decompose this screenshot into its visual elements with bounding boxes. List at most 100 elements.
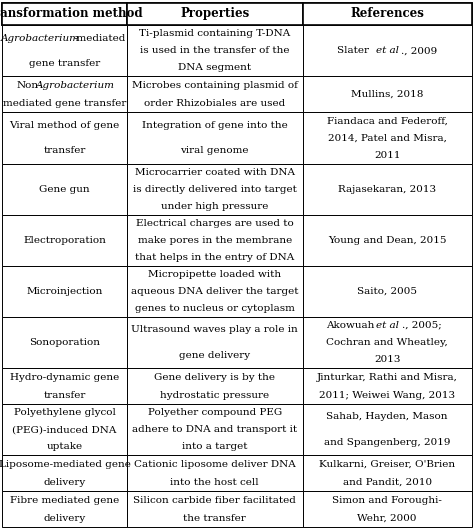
Text: Microinjection: Microinjection — [27, 287, 103, 296]
Text: Polyethylene glycol: Polyethylene glycol — [14, 408, 116, 417]
Text: Properties: Properties — [180, 7, 249, 21]
Text: delivery: delivery — [44, 514, 86, 523]
Bar — [127, 404, 303, 455]
Bar — [127, 455, 303, 491]
Bar — [2, 317, 127, 368]
Text: gene delivery: gene delivery — [179, 351, 250, 360]
Text: et al: et al — [376, 321, 399, 330]
Text: aqueous DNA deliver the target: aqueous DNA deliver the target — [131, 287, 299, 296]
Text: delivery: delivery — [44, 478, 86, 487]
Text: Mullins, 2018: Mullins, 2018 — [351, 90, 423, 99]
Bar — [2, 25, 127, 76]
Text: Jinturkar, Rathi and Misra,: Jinturkar, Rathi and Misra, — [317, 373, 457, 382]
Text: hydrostatic pressure: hydrostatic pressure — [160, 391, 269, 400]
Bar — [2, 3, 472, 25]
Text: transfer: transfer — [43, 146, 86, 155]
Bar — [303, 266, 472, 317]
Text: 2011; Weiwei Wang, 2013: 2011; Weiwei Wang, 2013 — [319, 391, 455, 400]
Text: Sahab, Hayden, Mason: Sahab, Hayden, Mason — [327, 412, 448, 421]
Bar — [303, 215, 472, 266]
Bar — [2, 215, 127, 266]
Text: Agrobacterium: Agrobacterium — [1, 33, 80, 42]
Text: Liposome-mediated gene: Liposome-mediated gene — [0, 460, 130, 469]
Text: Fibre mediated gene: Fibre mediated gene — [10, 496, 119, 505]
Text: uptake: uptake — [46, 442, 82, 451]
Text: into a target: into a target — [182, 442, 247, 451]
Text: order Rhizobiales are used: order Rhizobiales are used — [144, 99, 285, 108]
Text: ., 2005;: ., 2005; — [402, 321, 442, 330]
Bar — [303, 3, 472, 25]
Text: mediated gene transfer: mediated gene transfer — [3, 99, 126, 108]
Text: ., 2009: ., 2009 — [401, 47, 438, 55]
Text: 2014, Patel and Misra,: 2014, Patel and Misra, — [328, 134, 447, 143]
Text: Ti-plasmid containing T-DNA: Ti-plasmid containing T-DNA — [139, 29, 291, 38]
Text: Transformation method: Transformation method — [0, 7, 143, 21]
Bar — [303, 76, 472, 112]
Bar — [303, 455, 472, 491]
Text: 2013: 2013 — [374, 355, 401, 364]
Bar — [2, 266, 127, 317]
Text: Rajasekaran, 2013: Rajasekaran, 2013 — [338, 184, 436, 193]
Text: viral genome: viral genome — [181, 146, 249, 155]
Text: Electrical charges are used to: Electrical charges are used to — [136, 219, 293, 228]
Bar — [2, 455, 127, 491]
Bar — [303, 112, 472, 164]
Text: gene transfer: gene transfer — [29, 59, 100, 68]
Text: Polyether compound PEG: Polyether compound PEG — [147, 408, 282, 417]
Text: Hydro-dynamic gene: Hydro-dynamic gene — [10, 373, 119, 382]
Bar — [2, 164, 127, 215]
Bar — [127, 25, 303, 76]
Text: -mediated: -mediated — [73, 33, 126, 42]
Text: Cochran and Wheatley,: Cochran and Wheatley, — [326, 338, 448, 347]
Text: Cationic liposome deliver DNA: Cationic liposome deliver DNA — [134, 460, 296, 469]
Bar — [303, 491, 472, 527]
Text: Non-: Non- — [17, 81, 43, 90]
Bar — [2, 368, 127, 404]
Text: Young and Dean, 2015: Young and Dean, 2015 — [328, 236, 447, 245]
Text: Kulkarni, Greiser, O'Brien: Kulkarni, Greiser, O'Brien — [319, 460, 455, 469]
Text: that helps in the entry of DNA: that helps in the entry of DNA — [135, 253, 294, 262]
Text: into the host cell: into the host cell — [170, 478, 259, 487]
Text: adhere to DNA and transport it: adhere to DNA and transport it — [132, 425, 297, 434]
Text: Integration of gene into the: Integration of gene into the — [142, 121, 288, 130]
Text: under high pressure: under high pressure — [161, 202, 268, 211]
Text: Gene delivery is by the: Gene delivery is by the — [154, 373, 275, 382]
Bar — [127, 266, 303, 317]
Text: Saito, 2005: Saito, 2005 — [357, 287, 417, 296]
Bar — [2, 404, 127, 455]
Text: and Spangenberg, 2019: and Spangenberg, 2019 — [324, 438, 450, 447]
Text: Electroporation: Electroporation — [23, 236, 106, 245]
Text: make pores in the membrane: make pores in the membrane — [137, 236, 292, 245]
Text: is used in the transfer of the: is used in the transfer of the — [140, 47, 290, 55]
Text: Microcarrier coated with DNA: Microcarrier coated with DNA — [135, 167, 295, 176]
Text: genes to nucleus or cytoplasm: genes to nucleus or cytoplasm — [135, 304, 295, 313]
Text: Microbes containing plasmid of: Microbes containing plasmid of — [132, 81, 298, 90]
Text: Silicon carbide fiber facilitated: Silicon carbide fiber facilitated — [133, 496, 296, 505]
Bar — [303, 368, 472, 404]
Text: 2011: 2011 — [374, 151, 401, 160]
Text: and Pandit, 2010: and Pandit, 2010 — [343, 478, 432, 487]
Bar — [2, 491, 127, 527]
Bar — [127, 368, 303, 404]
Text: Viral method of gene: Viral method of gene — [9, 121, 119, 130]
Bar — [2, 76, 127, 112]
Text: Ultrasound waves play a role in: Ultrasound waves play a role in — [131, 325, 298, 334]
Bar — [303, 317, 472, 368]
Bar — [127, 112, 303, 164]
Text: et al: et al — [376, 47, 399, 55]
Bar — [2, 3, 127, 25]
Text: the transfer: the transfer — [183, 514, 246, 523]
Text: Agrobacterium: Agrobacterium — [36, 81, 115, 90]
Text: Slater: Slater — [337, 47, 373, 55]
Bar — [127, 164, 303, 215]
Text: Akowuah: Akowuah — [327, 321, 378, 330]
Bar — [303, 404, 472, 455]
Bar — [303, 25, 472, 76]
Bar — [127, 215, 303, 266]
Bar — [127, 317, 303, 368]
Bar — [2, 112, 127, 164]
Bar — [303, 164, 472, 215]
Text: transfer: transfer — [43, 391, 86, 400]
Text: Fiandaca and Federoff,: Fiandaca and Federoff, — [327, 117, 447, 126]
Text: Simon and Foroughi-: Simon and Foroughi- — [332, 496, 442, 505]
